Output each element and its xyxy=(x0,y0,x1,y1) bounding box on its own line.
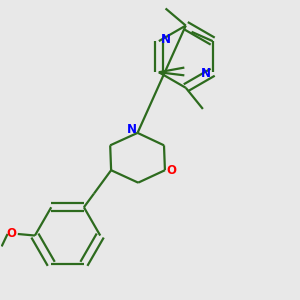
Text: N: N xyxy=(201,67,211,80)
Text: N: N xyxy=(127,123,137,136)
Text: O: O xyxy=(6,227,16,241)
Text: N: N xyxy=(161,33,171,46)
Text: O: O xyxy=(167,164,177,177)
